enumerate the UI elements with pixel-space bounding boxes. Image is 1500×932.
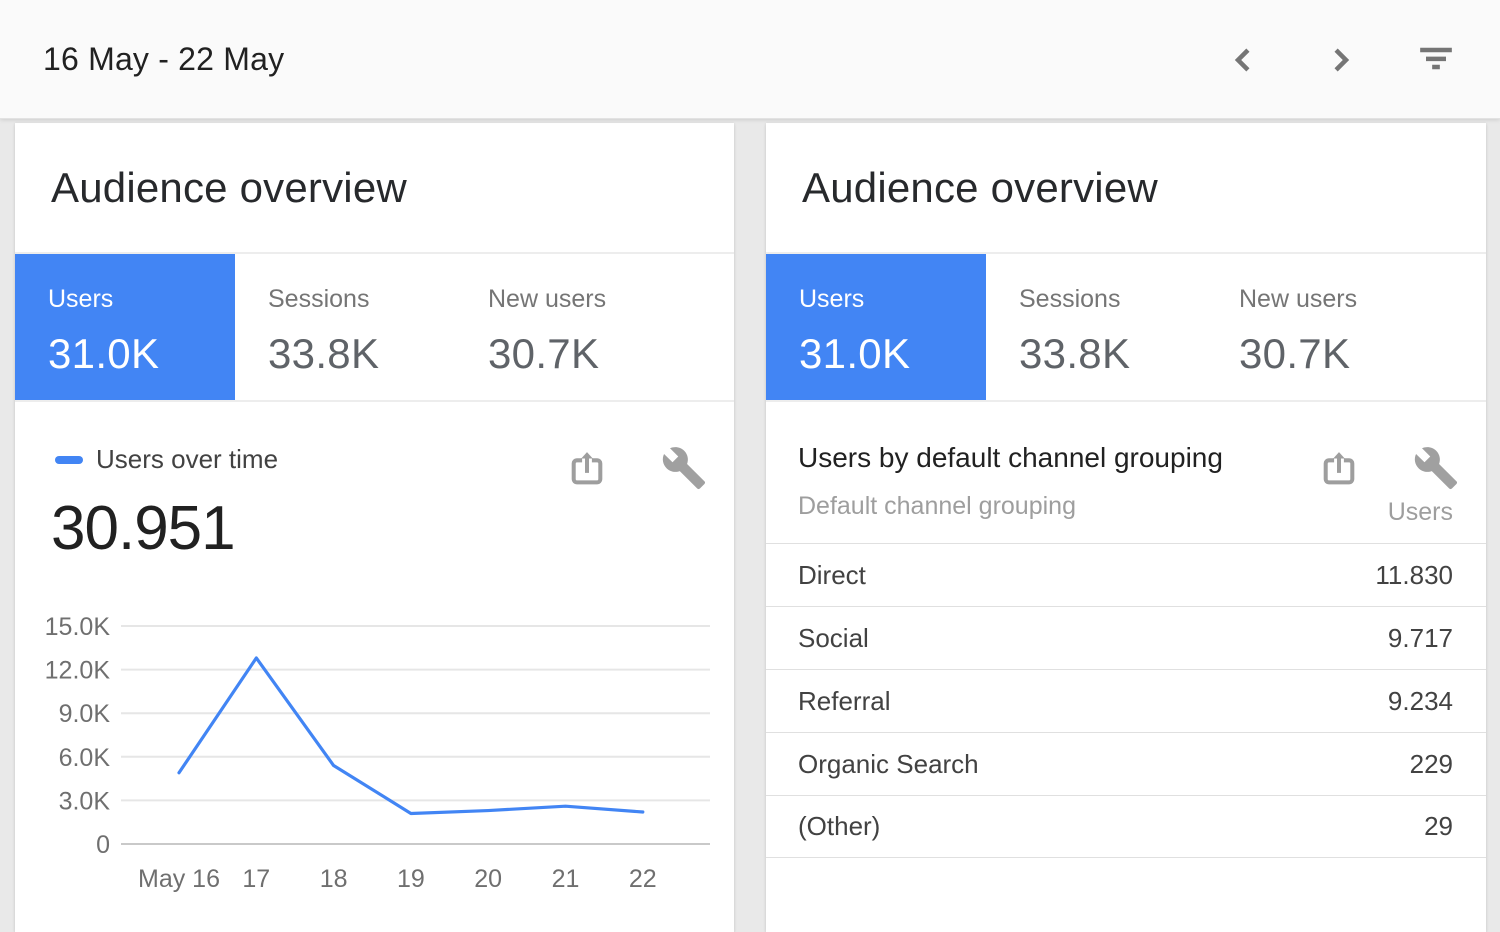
svg-text:15.0K: 15.0K bbox=[45, 613, 111, 641]
channel-value: 11.830 bbox=[1375, 559, 1453, 590]
tab-new-users[interactable]: New users 30.7K bbox=[455, 254, 675, 400]
tab-label: New users bbox=[488, 285, 607, 313]
svg-text:22: 22 bbox=[629, 865, 657, 893]
customize-report-button[interactable] bbox=[1412, 444, 1460, 492]
table-row: Direct 11.830 bbox=[766, 543, 1486, 606]
tab-value: 33.8K bbox=[1019, 330, 1131, 377]
channel-label: (Other) bbox=[798, 811, 881, 841]
wrench-icon bbox=[1413, 445, 1459, 491]
channel-grouping-table: Direct 11.830 Social 9.717 Referral 9.23… bbox=[766, 543, 1486, 858]
table-row: Referral 9.234 bbox=[766, 669, 1486, 732]
tab-value: 30.7K bbox=[488, 330, 600, 377]
column-header-metric: Users bbox=[1387, 498, 1453, 526]
tab-value: 31.0K bbox=[799, 330, 911, 377]
series-legend-swatch bbox=[55, 455, 83, 464]
tab-users[interactable]: Users 31.0K bbox=[766, 254, 986, 400]
table-row: Social 9.717 bbox=[766, 606, 1486, 669]
date-range-bar: 16 May - 22 May bbox=[0, 0, 1500, 119]
tab-label: New users bbox=[1239, 285, 1358, 313]
date-range-label: 16 May - 22 May bbox=[43, 40, 285, 77]
channel-label: Referral bbox=[798, 685, 891, 716]
filter-list-icon bbox=[1416, 40, 1456, 80]
wrench-icon bbox=[661, 445, 707, 491]
svg-text:6.0K: 6.0K bbox=[59, 744, 111, 772]
share-button[interactable] bbox=[1316, 444, 1362, 492]
audience-overview-chart-card: Audience overview Users 31.0K Sessions 3… bbox=[15, 123, 734, 932]
table-row: (Other) 29 bbox=[766, 795, 1486, 858]
metric-tabs: Users 31.0K Sessions 33.8K New users 30.… bbox=[766, 252, 1486, 402]
svg-text:May 16: May 16 bbox=[138, 865, 220, 893]
table-title: Users by default channel grouping bbox=[798, 442, 1223, 473]
channel-label: Organic Search bbox=[798, 748, 979, 779]
card-title: Audience overview bbox=[802, 163, 1158, 211]
card-title: Audience overview bbox=[51, 163, 407, 211]
svg-text:12.0K: 12.0K bbox=[45, 657, 111, 685]
svg-text:20: 20 bbox=[474, 865, 502, 893]
tab-value: 31.0K bbox=[48, 330, 160, 377]
tab-label: Sessions bbox=[268, 285, 370, 313]
tab-label: Users bbox=[48, 285, 114, 313]
previous-period-button[interactable] bbox=[1220, 36, 1268, 84]
column-header-dimension: Default channel grouping bbox=[798, 492, 1076, 520]
metric-total: 30.951 bbox=[51, 494, 236, 563]
filter-button[interactable] bbox=[1412, 36, 1460, 84]
users-over-time-chart[interactable]: 0 3.0K 6.0K 9.0K 12.0K 15.0K May 16 17 18 19 20 21 2… bbox=[15, 603, 734, 903]
svg-text:17: 17 bbox=[242, 865, 270, 893]
tab-sessions[interactable]: Sessions 33.8K bbox=[986, 254, 1206, 400]
svg-text:21: 21 bbox=[552, 865, 580, 893]
svg-text:19: 19 bbox=[397, 865, 425, 893]
share-export-icon bbox=[1318, 445, 1360, 491]
share-button[interactable] bbox=[564, 444, 610, 492]
tab-users[interactable]: Users 31.0K bbox=[15, 254, 235, 400]
customize-report-button[interactable] bbox=[660, 444, 708, 492]
series-legend-label: Users over time bbox=[96, 444, 279, 474]
audience-overview-table-card: Audience overview Users 31.0K Sessions 3… bbox=[766, 123, 1486, 932]
table-row: Organic Search 229 bbox=[766, 732, 1486, 795]
channel-value: 229 bbox=[1409, 748, 1453, 779]
chevron-left-icon bbox=[1226, 42, 1262, 78]
tab-value: 30.7K bbox=[1239, 330, 1351, 377]
tab-label: Sessions bbox=[1019, 285, 1121, 313]
tab-new-users[interactable]: New users 30.7K bbox=[1206, 254, 1426, 400]
tab-value: 33.8K bbox=[268, 330, 380, 377]
date-nav-actions bbox=[1220, 0, 1460, 119]
chevron-right-icon bbox=[1322, 42, 1358, 78]
next-period-button[interactable] bbox=[1316, 36, 1364, 84]
channel-value: 9.234 bbox=[1387, 685, 1453, 716]
svg-text:9.0K: 9.0K bbox=[59, 700, 111, 728]
channel-value: 29 bbox=[1424, 811, 1453, 841]
svg-text:3.0K: 3.0K bbox=[59, 787, 111, 815]
tab-sessions[interactable]: Sessions 33.8K bbox=[235, 254, 455, 400]
metric-tabs: Users 31.0K Sessions 33.8K New users 30.… bbox=[15, 252, 734, 402]
channel-value: 9.717 bbox=[1387, 622, 1453, 653]
share-export-icon bbox=[566, 445, 608, 491]
channel-label: Social bbox=[798, 622, 869, 653]
channel-label: Direct bbox=[798, 559, 866, 590]
tab-label: Users bbox=[799, 285, 865, 313]
svg-text:18: 18 bbox=[320, 865, 348, 893]
svg-text:0: 0 bbox=[96, 831, 110, 859]
